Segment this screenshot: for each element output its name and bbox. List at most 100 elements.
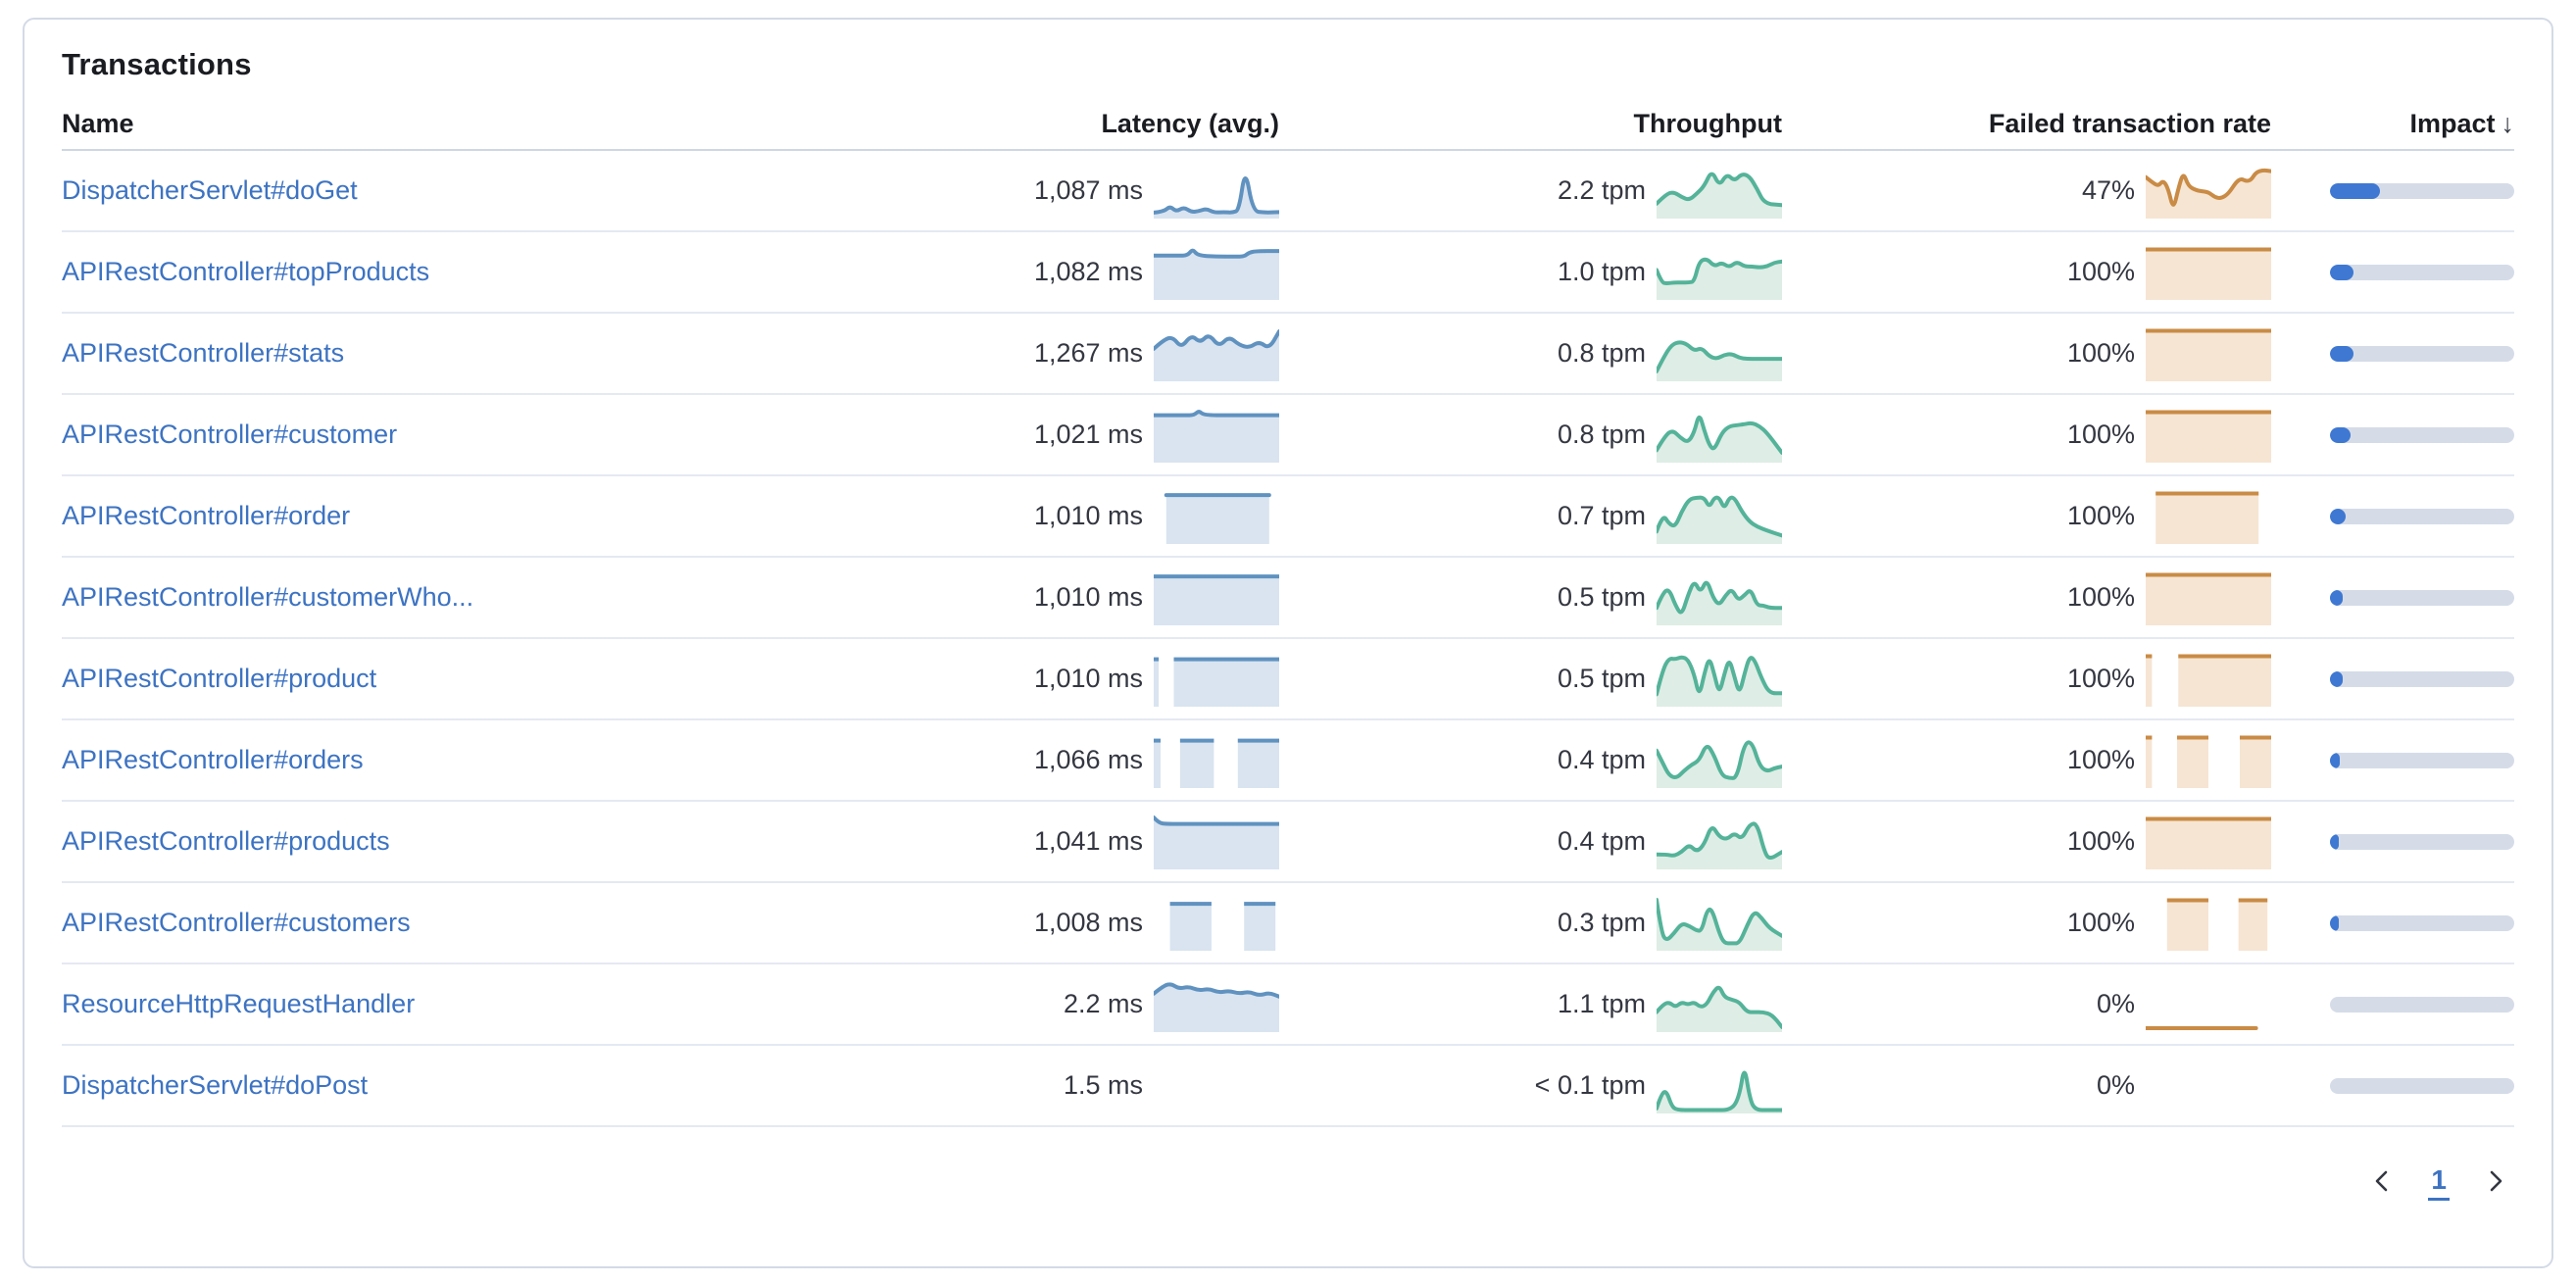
impact-bar-fill: [2330, 914, 2339, 931]
failed-rate-sparkline: [2146, 1059, 2271, 1113]
impact-bar-fill: [2330, 508, 2347, 524]
transaction-name-cell: APIRestController#customer: [62, 420, 693, 450]
throughput-value: 2.2 tpm: [1557, 175, 1646, 205]
latency-cell: 1,082 ms: [693, 245, 1281, 300]
latency-cell: 1,010 ms: [693, 570, 1281, 625]
impact-cell: [2271, 914, 2514, 931]
latency-cell: 1,267 ms: [693, 326, 1281, 381]
latency-cell: 1,066 ms: [693, 733, 1279, 788]
failed-rate-cell: 100%: [1782, 326, 2271, 381]
impact-cell: [2271, 589, 2514, 606]
transaction-name-cell: APIRestController#order: [62, 501, 693, 531]
transaction-name-link[interactable]: DispatcherServlet#doPost: [62, 1070, 369, 1100]
failed-rate-sparkline: [2144, 164, 2273, 219]
transaction-name-link[interactable]: ResourceHttpRequestHandler: [62, 989, 416, 1018]
column-header-impact-label: Impact: [2409, 108, 2496, 138]
latency-value: 1,010 ms: [1033, 501, 1143, 530]
impact-bar: [2330, 508, 2514, 524]
latency-sparkline: [1154, 489, 1279, 544]
failed-rate-value: 100%: [2066, 420, 2135, 449]
latency-cell: 1,008 ms: [693, 896, 1279, 951]
impact-bar-fill: [2330, 345, 2354, 362]
transaction-name-cell: APIRestController#orders: [62, 745, 693, 775]
throughput-cell: 0.5 tpm: [1279, 652, 1784, 707]
latency-sparkline: [1154, 896, 1279, 951]
latency-cell: 1,041 ms: [693, 815, 1281, 869]
latency-value: 1,082 ms: [1033, 257, 1143, 286]
transaction-name-link[interactable]: APIRestController#product: [62, 664, 377, 693]
impact-cell: [2271, 182, 2514, 199]
impact-bar: [2330, 1077, 2514, 1094]
transaction-name-link[interactable]: APIRestController#stats: [62, 338, 345, 368]
column-header-impact[interactable]: Impact ↓: [2271, 109, 2514, 139]
impact-bar-fill: [2330, 833, 2340, 850]
impact-bar-fill: [2330, 670, 2344, 687]
latency-cell: 2.2 ms: [693, 977, 1281, 1032]
table-row: APIRestController#stats 1,267 ms 0.8 tpm…: [62, 314, 2514, 395]
throughput-cell: 0.8 tpm: [1279, 408, 1784, 463]
column-header-name[interactable]: Name: [62, 108, 134, 138]
throughput-sparkline: [1655, 245, 1784, 300]
impact-bar: [2330, 996, 2514, 1012]
page-number-current[interactable]: 1: [2428, 1164, 2450, 1201]
throughput-sparkline: [1655, 164, 1784, 219]
transaction-name-link[interactable]: APIRestController#customer: [62, 420, 398, 449]
latency-sparkline: [1152, 570, 1281, 625]
throughput-value: 1.1 tpm: [1557, 989, 1646, 1018]
panel-title: Transactions: [62, 47, 252, 81]
failed-rate-value: 0%: [2096, 1070, 2135, 1100]
throughput-cell: 0.4 tpm: [1279, 733, 1784, 788]
prev-page-button[interactable]: [2365, 1165, 2399, 1199]
sort-descending-icon: ↓: [2501, 108, 2515, 138]
column-header-latency[interactable]: Latency (avg.): [1101, 108, 1279, 138]
table-header: Name Latency (avg.) Throughput Failed tr…: [62, 98, 2514, 151]
transaction-name-link[interactable]: APIRestController#order: [62, 501, 351, 530]
throughput-value: 0.3 tpm: [1557, 908, 1646, 937]
throughput-cell: 1.0 tpm: [1279, 245, 1784, 300]
table-row: APIRestController#topProducts 1,082 ms 1…: [62, 232, 2514, 314]
transaction-name-cell: DispatcherServlet#doGet: [62, 175, 693, 206]
throughput-cell: < 0.1 tpm: [1279, 1059, 1784, 1113]
throughput-value: 0.8 tpm: [1557, 338, 1646, 368]
latency-sparkline: [1152, 408, 1281, 463]
throughput-value: 0.4 tpm: [1557, 745, 1646, 774]
chevron-left-icon: [2367, 1166, 2397, 1199]
failed-rate-cell: 100%: [1782, 652, 2271, 707]
throughput-cell: 0.3 tpm: [1279, 896, 1784, 951]
failed-rate-sparkline: [2146, 896, 2271, 951]
transaction-name-link[interactable]: APIRestController#customerWho...: [62, 582, 474, 612]
impact-bar: [2330, 833, 2514, 850]
transaction-name-link[interactable]: APIRestController#customers: [62, 908, 411, 937]
transaction-name-link[interactable]: APIRestController#orders: [62, 745, 364, 774]
throughput-value: 0.8 tpm: [1557, 420, 1646, 449]
column-header-throughput[interactable]: Throughput: [1633, 108, 1782, 138]
failed-rate-cell: 100%: [1782, 489, 2271, 544]
table-row: APIRestController#customers 1,008 ms 0.3…: [62, 883, 2514, 964]
chevron-right-icon: [2481, 1166, 2510, 1199]
failed-rate-cell: 100%: [1782, 896, 2271, 951]
failed-rate-value: 100%: [2066, 826, 2135, 856]
failed-rate-cell: 100%: [1782, 815, 2271, 869]
failed-rate-cell: 100%: [1782, 733, 2271, 788]
impact-cell: [2271, 508, 2514, 524]
transaction-name-link[interactable]: APIRestController#topProducts: [62, 257, 430, 286]
next-page-button[interactable]: [2479, 1165, 2512, 1199]
failed-rate-sparkline: [2146, 733, 2271, 788]
impact-cell: [2271, 996, 2514, 1012]
latency-cell: 1,087 ms: [693, 164, 1281, 219]
throughput-sparkline: [1655, 408, 1784, 463]
throughput-cell: 0.4 tpm: [1279, 815, 1784, 869]
transaction-name-link[interactable]: APIRestController#products: [62, 826, 390, 856]
column-header-failed-rate[interactable]: Failed transaction rate: [1988, 108, 2271, 138]
table-row: ResourceHttpRequestHandler 2.2 ms 1.1 tp…: [62, 964, 2514, 1046]
impact-cell: [2271, 426, 2514, 443]
latency-value: 1,010 ms: [1033, 664, 1143, 693]
latency-sparkline: [1152, 164, 1281, 219]
latency-sparkline: [1152, 815, 1281, 869]
transaction-name-link[interactable]: DispatcherServlet#doGet: [62, 175, 358, 205]
impact-bar-fill: [2330, 589, 2344, 606]
latency-value: 1,010 ms: [1033, 582, 1143, 612]
failed-rate-value: 100%: [2066, 664, 2135, 693]
throughput-cell: 0.5 tpm: [1279, 570, 1784, 625]
throughput-sparkline: [1655, 1059, 1784, 1113]
